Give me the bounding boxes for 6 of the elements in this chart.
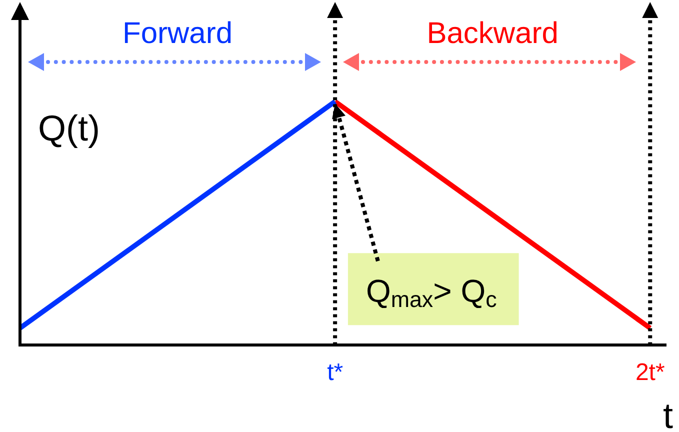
x-axis-title: t xyxy=(663,395,674,432)
text: Forward xyxy=(122,16,233,50)
text: Backward xyxy=(426,16,558,50)
x-tick-label: t* xyxy=(327,359,344,386)
y-axis-title: Q(t) xyxy=(38,108,100,149)
x-tick-label: 2t* xyxy=(635,359,665,386)
